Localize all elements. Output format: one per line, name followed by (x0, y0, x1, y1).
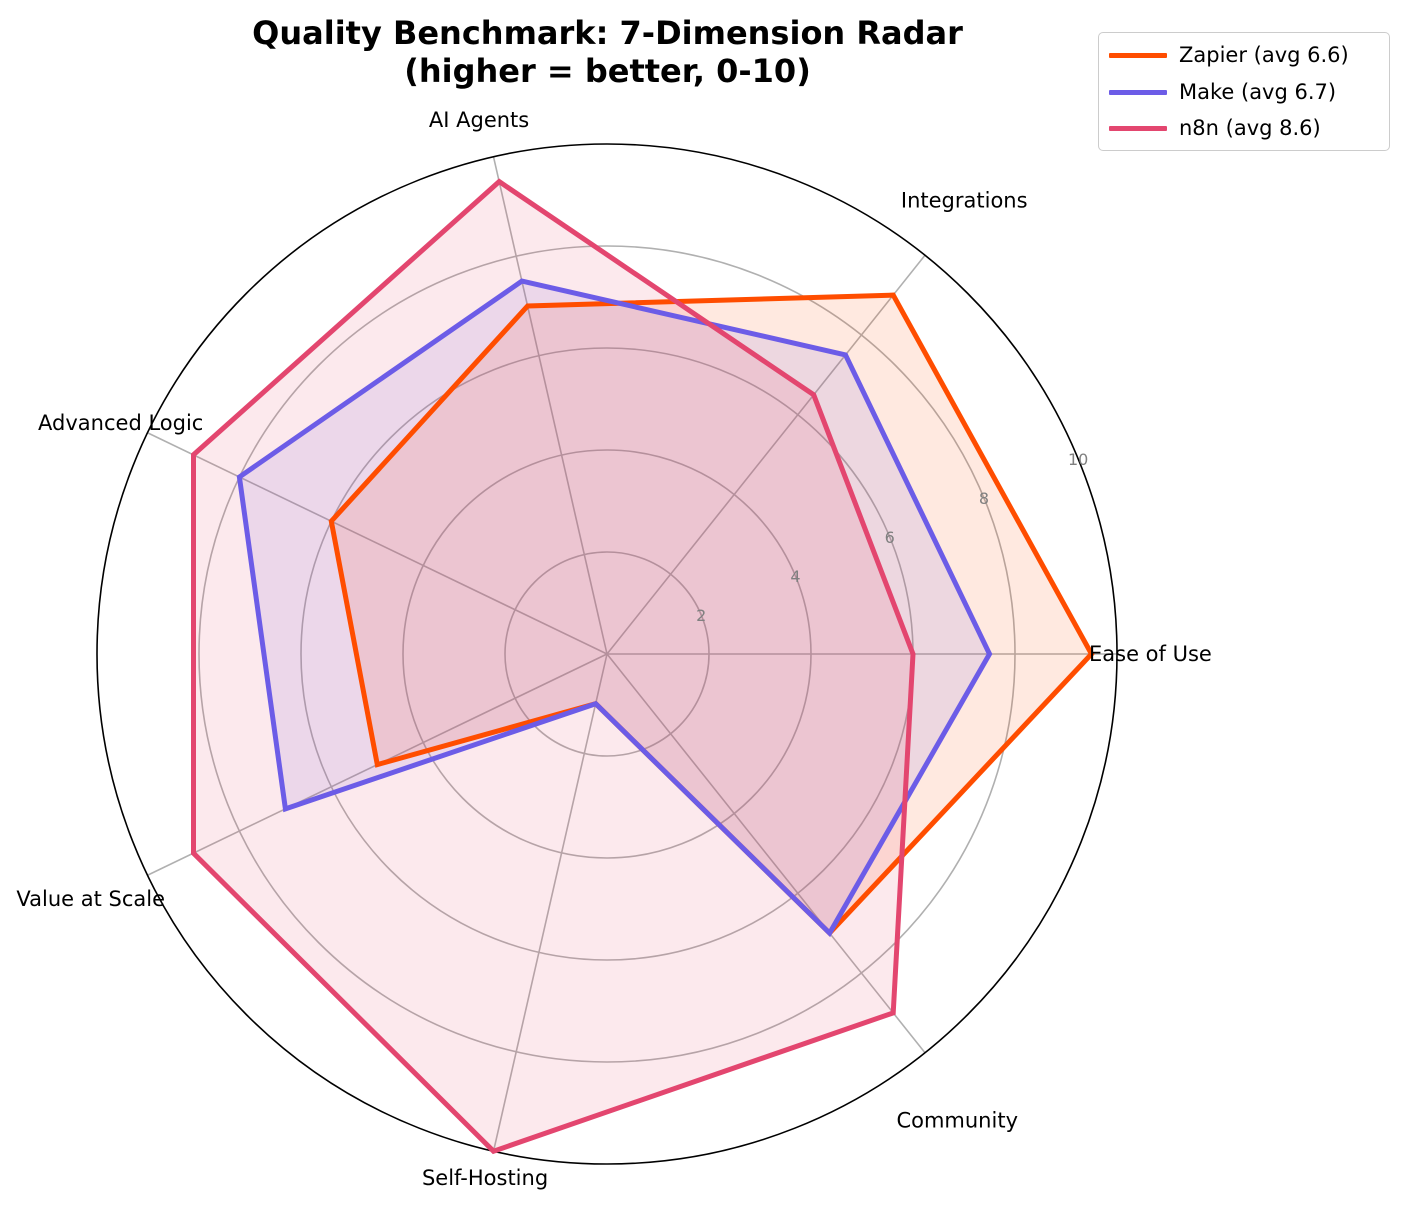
axis-label-value-at-scale: Value at Scale (16, 887, 165, 911)
chart-subtitle: (higher = better, 0-10) (404, 52, 811, 90)
grid-spoke-1 (606, 254, 926, 655)
legend-label-zapier: Zapier (avg 6.6) (1179, 43, 1349, 67)
axis-label-integrations: Integrations (901, 189, 1028, 213)
ring-tick-label: 2 (696, 606, 706, 625)
series-fill-1 (239, 281, 990, 934)
series-layer (191, 178, 1095, 1155)
legend: Zapier (avg 6.6) Make (avg 6.7) n8n (avg… (1098, 32, 1390, 151)
legend-label-n8n: n8n (avg 8.6) (1179, 116, 1321, 140)
grid-layer (96, 143, 1118, 1165)
chart-title: Quality Benchmark: 7-Dimension Radar (252, 14, 963, 52)
legend-label-make: Make (avg 6.7) (1179, 80, 1337, 104)
polar-frame (96, 143, 1118, 1165)
ring-tick-label: 8 (979, 489, 989, 508)
ring-tick-label: 6 (885, 528, 895, 547)
axis-label-ai-agents: AI Agents (429, 108, 529, 132)
grid-spoke-2 (492, 156, 608, 655)
axis-label-community: Community (896, 1108, 1018, 1132)
series-fill-2 (193, 181, 913, 1152)
grid-spoke-3 (147, 431, 608, 655)
grid-spoke-5 (492, 653, 608, 1152)
legend-item-zapier: Zapier (avg 6.6) (1109, 40, 1349, 70)
legend-swatch-make (1109, 89, 1167, 95)
ring-tick-label: 10 (1068, 450, 1088, 469)
series-line-2 (191, 178, 916, 1155)
legend-swatch-n8n (1109, 125, 1167, 131)
legend-item-n8n: n8n (avg 8.6) (1109, 113, 1321, 143)
series-line-1 (236, 278, 993, 938)
label-layer: 2 4 6 8 10 Ease of Use Integrations AI Agents Ad… (16, 108, 1211, 1190)
grid-spoke-6 (606, 653, 926, 1054)
series-fill-0 (331, 295, 1092, 934)
legend-swatch-zapier (1109, 52, 1167, 58)
axis-label-ease-of-use: Ease of Use (1089, 642, 1212, 666)
ring-tick-label: 4 (790, 567, 800, 586)
axis-label-advanced-logic: Advanced Logic (38, 411, 203, 435)
legend-item-make: Make (avg 6.7) (1109, 77, 1336, 107)
axis-label-self-hosting: Self-Hosting (422, 1166, 548, 1190)
